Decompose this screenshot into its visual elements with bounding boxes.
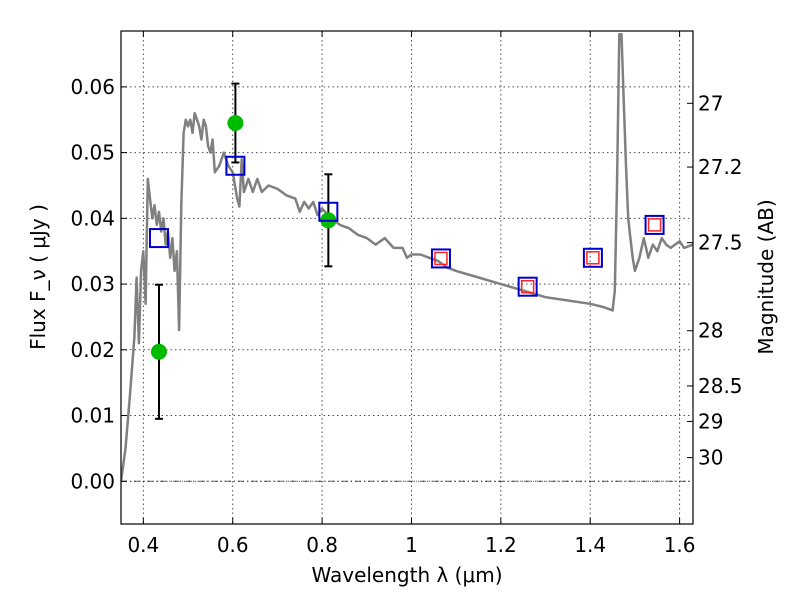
y2-tick-label: 28: [698, 319, 723, 343]
y-axis-right: 27 27.2 27.5 28 28.5 29 30: [687, 91, 743, 470]
y2-tick-label: 28.5: [698, 374, 743, 398]
observed-point: [150, 343, 167, 360]
nir-square: [647, 218, 662, 232]
x-tick-label: 0.6: [217, 533, 249, 557]
model-square: [582, 247, 603, 268]
y-tick-label: 0.06: [70, 75, 115, 99]
model-square: [430, 248, 451, 269]
y2-tick-label: 27: [698, 91, 723, 115]
model-square: [644, 214, 665, 235]
y-tick-label: 0.05: [70, 141, 115, 165]
y-tick-label: 0.02: [70, 338, 115, 362]
nir-square: [520, 279, 535, 294]
plot-area: [121, 33, 693, 482]
model-square: [148, 228, 169, 249]
x-tick-label: 1: [405, 533, 418, 557]
series-layer: [121, 33, 693, 482]
x-tick-label: 1.6: [664, 533, 696, 557]
x-tick-label: 0.4: [127, 533, 159, 557]
plot-frame: [120, 30, 694, 525]
y2-tick-label: 29: [698, 409, 723, 433]
nir-square: [434, 251, 448, 266]
model-square: [225, 155, 246, 176]
x-axis-title: Wavelength λ (μm): [311, 563, 502, 587]
x-tick-label: 1.4: [574, 533, 606, 557]
y2-tick-label: 30: [698, 446, 723, 470]
y-tick-label: 0.00: [70, 469, 115, 493]
x-tick-label: 0.8: [306, 533, 338, 557]
model-square: [318, 201, 339, 222]
x-axis: 0.4 0.6 0.8 1 1.2 1.4 1.6: [127, 31, 696, 557]
y2-tick-label: 27.5: [698, 231, 743, 255]
y-tick-label: 0.03: [70, 272, 115, 296]
y-axis-left: 0.00 0.01 0.02 0.03 0.04 0.05 0.06: [70, 75, 127, 493]
y-axis-right-title: Magnitude (AB): [754, 199, 778, 354]
observed-point: [227, 115, 244, 132]
y2-tick-label: 27.2: [698, 155, 743, 179]
y-axis-title: Flux F_ν ( μJy ): [26, 204, 50, 350]
x-tick-label: 1.2: [485, 533, 517, 557]
y-tick-label: 0.01: [70, 404, 115, 428]
grid-layer: [121, 31, 693, 524]
sed-line: [121, 33, 693, 482]
nir-square: [586, 251, 600, 265]
model-square: [517, 276, 538, 297]
y-tick-label: 0.04: [70, 206, 115, 230]
